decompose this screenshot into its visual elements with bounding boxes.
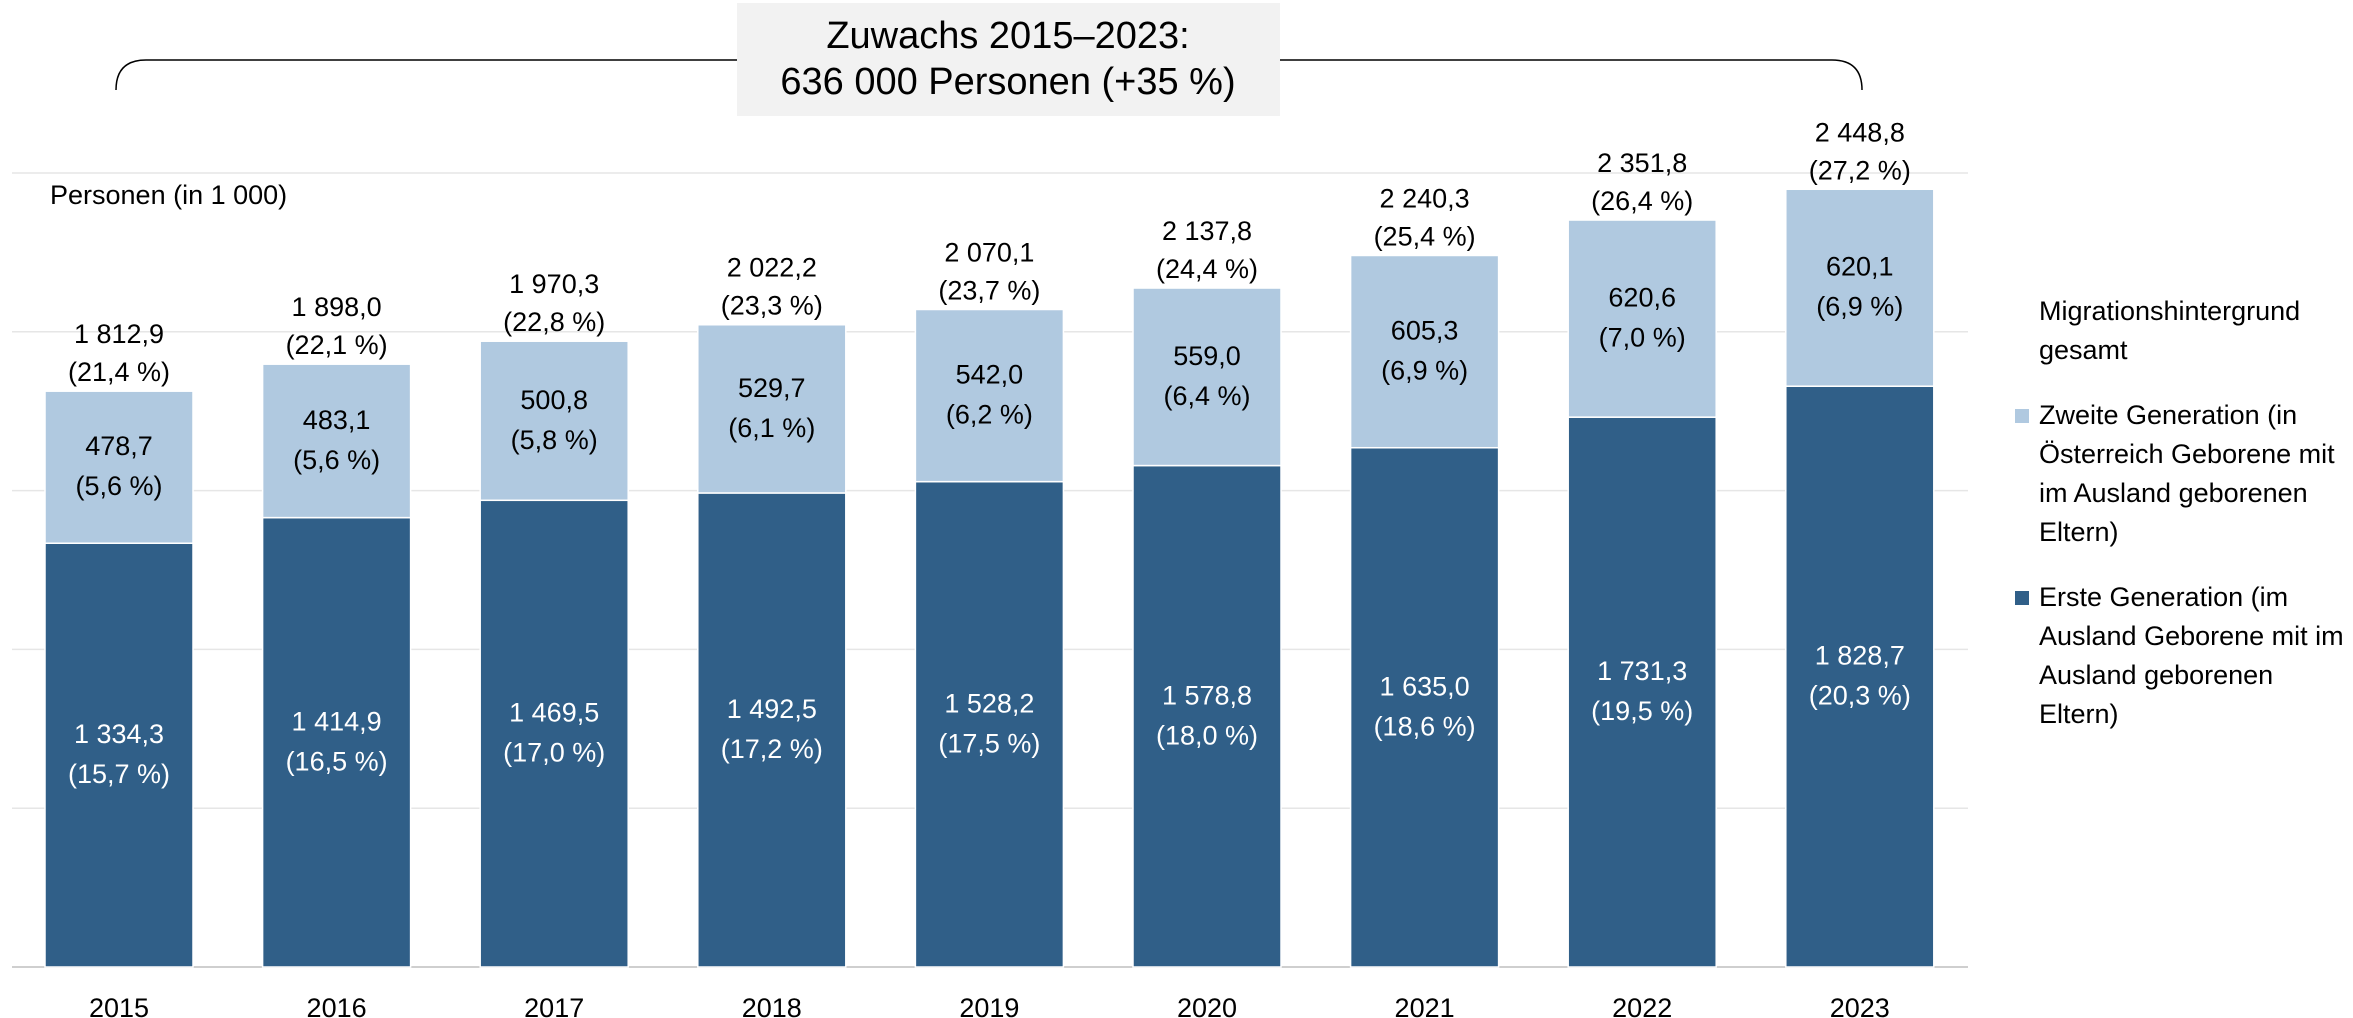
value-label: 559,0 [1173, 341, 1241, 371]
value-label: 529,7 [738, 373, 806, 403]
total-label: 1 898,0 [292, 292, 382, 322]
bar-segment [1785, 385, 1935, 968]
total-label: 2 070,1 [944, 238, 1034, 268]
share-label: (6,4 %) [1163, 381, 1250, 411]
share-label: (16,5 %) [286, 746, 388, 776]
legend-item: Erste Generation (im Ausland Geborene mi… [2015, 578, 2345, 734]
total-label: 2 137,8 [1162, 216, 1252, 246]
share-label: (6,9 %) [1381, 356, 1468, 386]
share-label: (18,6 %) [1374, 711, 1476, 741]
value-label: 1 828,7 [1815, 641, 1905, 671]
share-label: (5,6 %) [293, 445, 380, 475]
x-tick-label: 2019 [959, 993, 1019, 1018]
title-box [737, 3, 1280, 116]
value-label: 500,8 [520, 385, 588, 415]
total-share-label: (23,7 %) [938, 276, 1040, 306]
share-label: (5,8 %) [511, 425, 598, 455]
bar-segment [1349, 254, 1500, 449]
total-share-label: (26,4 %) [1591, 186, 1693, 216]
total-label: 2 448,8 [1815, 117, 1905, 147]
x-tick-label: 2022 [1612, 993, 1672, 1018]
share-label: (6,2 %) [946, 400, 1033, 430]
bar-segment [479, 340, 629, 502]
value-label: 1 528,2 [944, 688, 1034, 718]
bar-segment [697, 492, 847, 968]
bar-segment [1567, 416, 1717, 968]
share-label: (18,0 %) [1156, 720, 1258, 750]
total-share-label: (22,8 %) [503, 307, 605, 337]
chart-title: Zuwachs 2015–2023: [826, 15, 1189, 57]
legend: Migrationshintergrund gesamt Zweite Gene… [2015, 292, 2345, 760]
value-label: 1 334,3 [74, 719, 164, 749]
value-label: 620,6 [1608, 283, 1676, 313]
value-label: 542,0 [956, 360, 1024, 390]
value-label: 605,3 [1391, 316, 1459, 346]
bar-segment [44, 542, 194, 968]
x-tick-label: 2017 [524, 993, 584, 1018]
chart-subtitle: 636 000 Personen (+35 %) [780, 61, 1235, 103]
legend-item: Zweite Generation (in Österreich Geboren… [2015, 396, 2345, 552]
total-label: 2 351,8 [1597, 148, 1687, 178]
legend-title: Migrationshintergrund gesamt [2039, 296, 2301, 365]
bar-segment [914, 308, 1065, 483]
y-axis-label: Personen (in 1 000) [50, 180, 287, 210]
bar-segment [1132, 464, 1282, 968]
value-label: 478,7 [85, 431, 153, 461]
value-label: 1 492,5 [727, 694, 817, 724]
value-label: 620,1 [1826, 252, 1894, 282]
bar-segment [261, 363, 412, 519]
bar-segment [697, 323, 847, 494]
legend-swatch [2015, 591, 2029, 605]
share-label: (17,5 %) [938, 728, 1040, 758]
bar-segment [1785, 188, 1935, 387]
x-tick-label: 2015 [89, 993, 149, 1018]
x-tick-label: 2023 [1830, 993, 1890, 1018]
share-label: (6,1 %) [728, 413, 815, 443]
total-share-label: (25,4 %) [1374, 221, 1476, 251]
legend-label: Zweite Generation (in Österreich Geboren… [2039, 400, 2335, 547]
x-tick-label: 2021 [1395, 993, 1455, 1018]
value-label: 1 635,0 [1380, 671, 1470, 701]
value-label: 1 731,3 [1597, 656, 1687, 686]
total-label: 1 970,3 [509, 269, 599, 299]
share-label: (5,6 %) [75, 471, 162, 501]
bar-segment [914, 480, 1065, 968]
total-share-label: (24,4 %) [1156, 254, 1258, 284]
total-share-label: (23,3 %) [721, 291, 823, 321]
total-label: 2 240,3 [1380, 183, 1470, 213]
total-label: 1 812,9 [74, 319, 164, 349]
value-label: 483,1 [303, 405, 371, 435]
x-tick-label: 2020 [1177, 993, 1237, 1018]
bar-segment [1349, 446, 1500, 968]
bar-segment [479, 499, 629, 968]
value-label: 1 578,8 [1162, 680, 1252, 710]
bar-segment [44, 390, 194, 544]
total-share-label: (27,2 %) [1809, 155, 1911, 185]
x-tick-label: 2018 [742, 993, 802, 1018]
value-label: 1 469,5 [509, 698, 599, 728]
share-label: (17,0 %) [503, 738, 605, 768]
share-label: (15,7 %) [68, 759, 170, 789]
total-share-label: (22,1 %) [286, 330, 388, 360]
share-label: (20,3 %) [1809, 681, 1911, 711]
share-label: (17,2 %) [721, 734, 823, 764]
total-label: 2 022,2 [727, 253, 817, 283]
value-label: 1 414,9 [292, 706, 382, 736]
bar-segment [261, 516, 412, 968]
x-tick-label: 2016 [307, 993, 367, 1018]
legend-swatch [2015, 409, 2029, 423]
bar-segment [1567, 219, 1717, 418]
share-label: (19,5 %) [1591, 696, 1693, 726]
legend-label: Erste Generation (im Ausland Geborene mi… [2039, 582, 2344, 729]
bar-segment [1132, 287, 1282, 467]
share-label: (6,9 %) [1816, 292, 1903, 322]
share-label: (7,0 %) [1599, 323, 1686, 353]
total-share-label: (21,4 %) [68, 357, 170, 387]
